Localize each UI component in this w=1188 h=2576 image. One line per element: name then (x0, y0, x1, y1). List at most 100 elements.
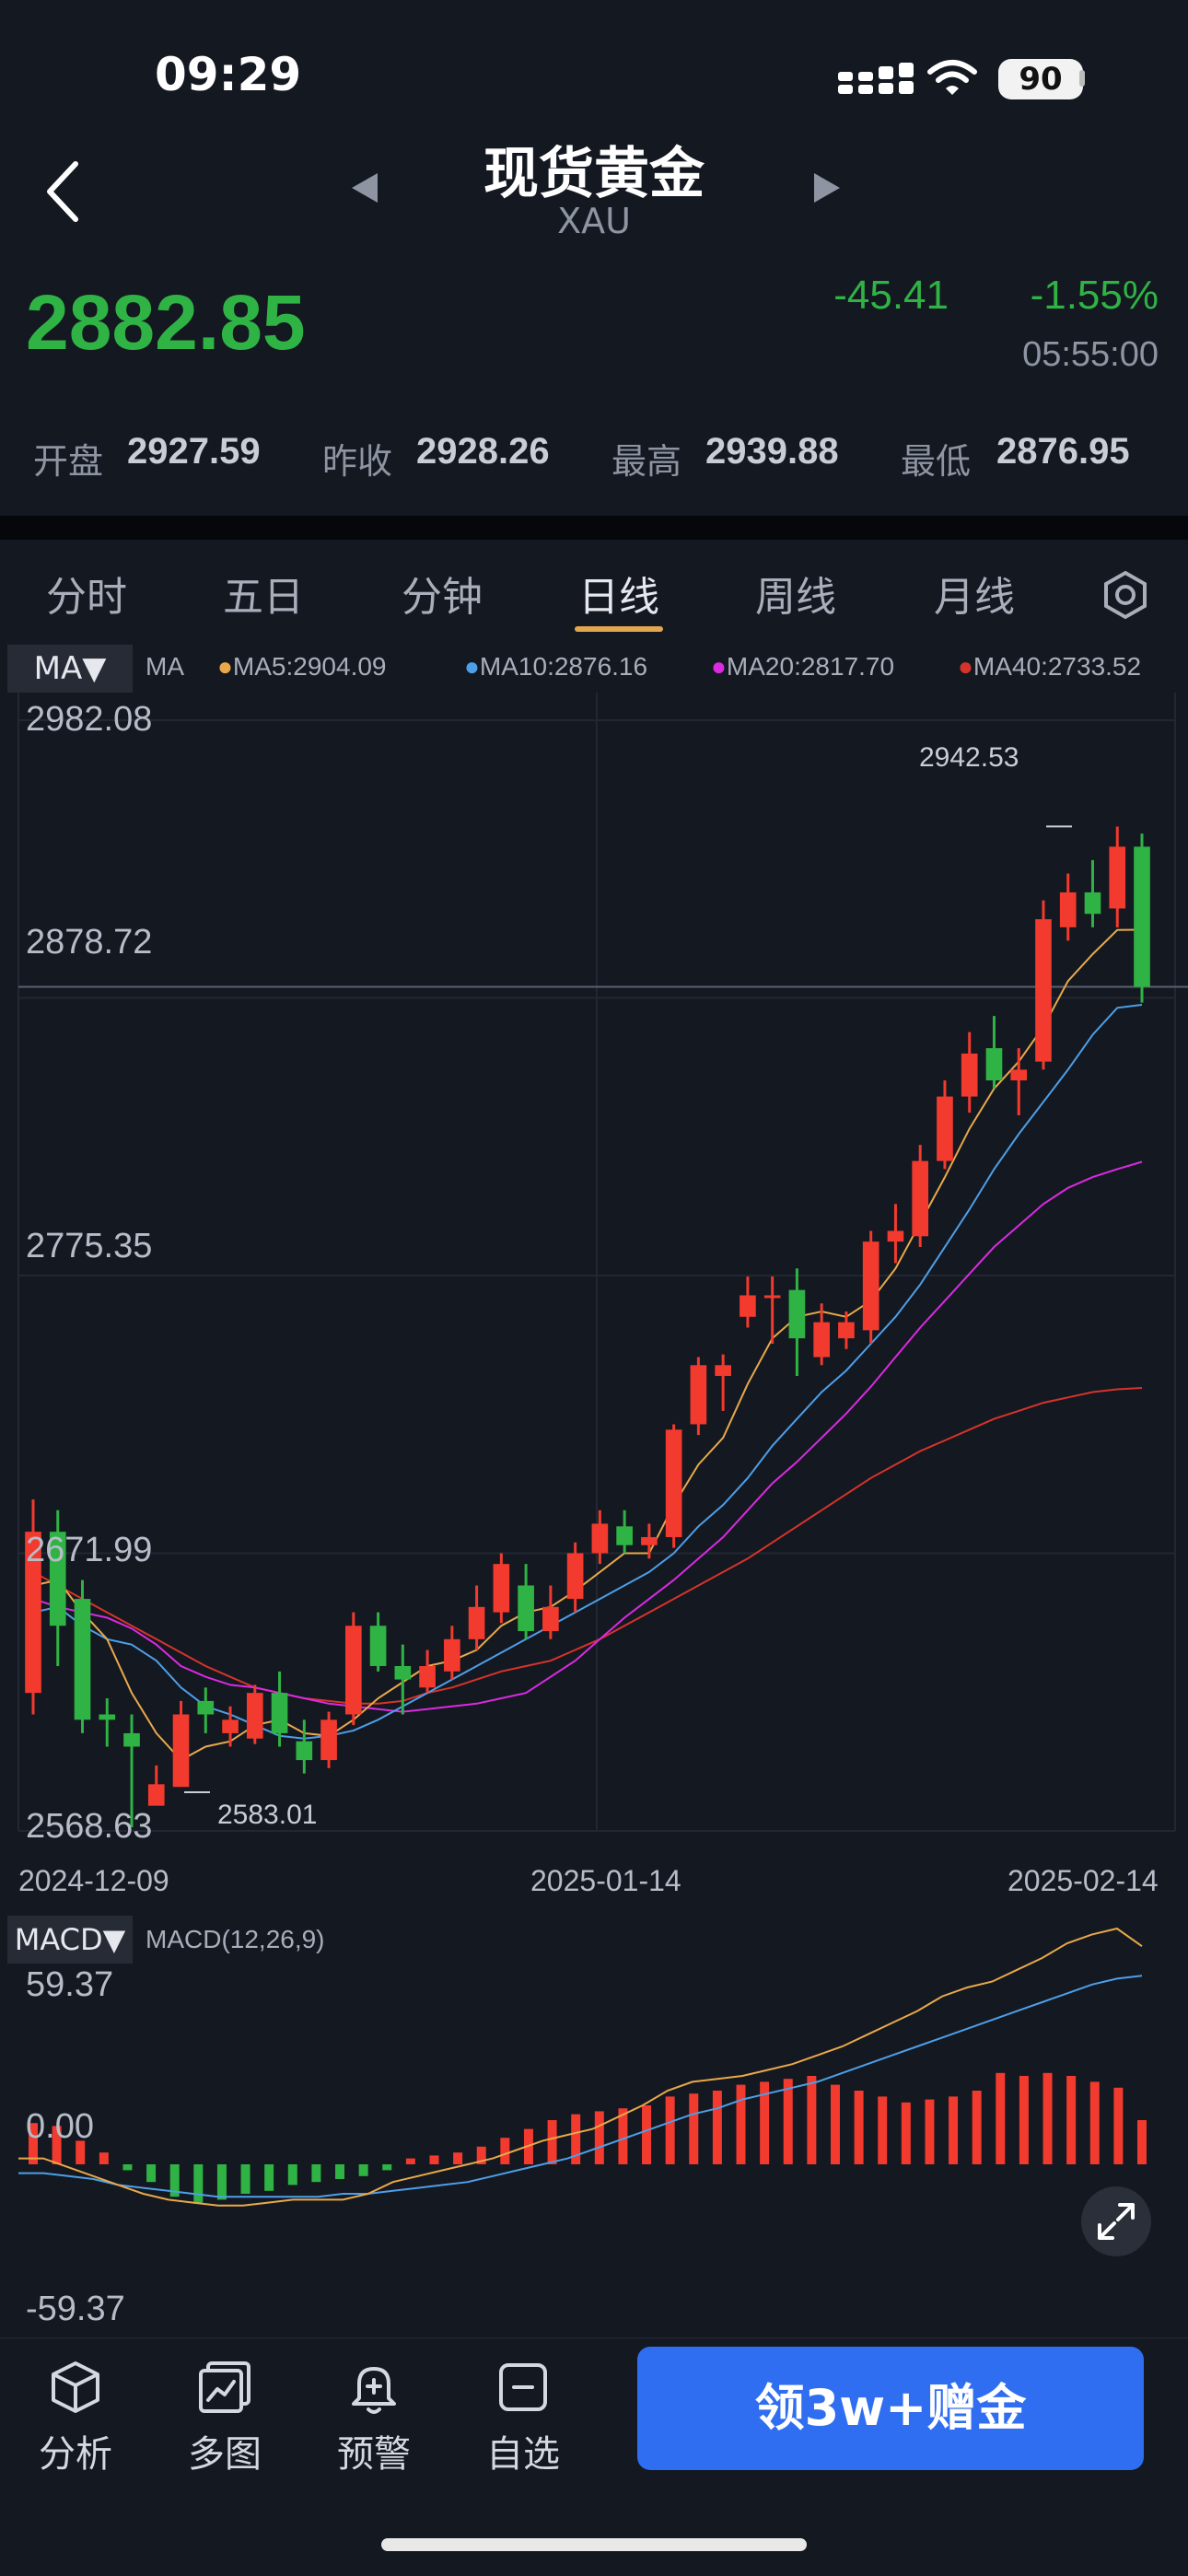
macd-histogram-bar (264, 2164, 274, 2191)
macd-histogram-bar (122, 2164, 133, 2171)
tab-weekly[interactable]: 周线 (755, 574, 836, 621)
expand-icon[interactable] (1081, 2186, 1151, 2256)
candle-body (172, 1714, 190, 1788)
candle-body (320, 1719, 337, 1761)
candle-body (74, 1599, 91, 1720)
macd-histogram-bar (689, 2093, 699, 2164)
ma-indicator-dropdown[interactable]: MA▼ (7, 645, 133, 693)
candle-body (912, 1160, 929, 1237)
macd-histogram-bar (807, 2075, 817, 2164)
macd-histogram-bar (52, 2126, 62, 2164)
candle-body (394, 1665, 412, 1680)
candle-body (1035, 919, 1052, 1062)
candle-body (99, 1714, 116, 1720)
battery-nub (1079, 70, 1085, 87)
macd-histogram-bar (878, 2096, 888, 2164)
macd-y-tick-label: 0.00 (26, 2107, 94, 2146)
macd-histogram-bar (996, 2072, 1006, 2164)
tab-five-day[interactable]: 五日 (223, 574, 304, 621)
macd-histogram-bar (830, 2084, 840, 2164)
legend-ma5: ●MA5:2904.09 (217, 652, 387, 681)
ma20-line (32, 1160, 1143, 1713)
next-instrument-icon[interactable] (810, 171, 842, 204)
macd-chart[interactable] (0, 1916, 1188, 2339)
price-change: -45.41 (833, 273, 949, 318)
candle-body (123, 1732, 140, 1747)
bell-icon (352, 2367, 396, 2414)
macd-y-tick-label: -59.37 (26, 2290, 125, 2328)
candle-body (591, 1523, 609, 1554)
macd-histogram-bar (76, 2140, 86, 2164)
section-divider (0, 516, 1188, 540)
macd-indicator-dropdown[interactable]: MACD▼ (7, 1916, 133, 1964)
candle-body (246, 1693, 263, 1739)
y-tick-label: 2671.99 (26, 1531, 153, 1569)
candlestick-chart[interactable] (0, 693, 1188, 1853)
nav-multi-chart-label: 多图 (188, 2433, 262, 2476)
macd-histogram-bar (1042, 2072, 1053, 2164)
cube-icon (52, 2361, 99, 2413)
low-value: 2876.95 (996, 431, 1130, 472)
macd-histogram-bar (1089, 2081, 1100, 2164)
candle-body (369, 1626, 387, 1666)
macd-histogram-bar (712, 2090, 722, 2164)
y-tick-label: 2775.35 (26, 1227, 153, 1265)
candle-body (1010, 1069, 1028, 1081)
candle-body (296, 1741, 313, 1761)
macd-histogram-bar (382, 2164, 392, 2171)
back-icon[interactable] (37, 155, 92, 228)
candle-body (493, 1564, 510, 1613)
macd-label: MACD(12,26,9) (146, 1925, 325, 1953)
x-tick-label: 2025-02-14 (1007, 1864, 1159, 1897)
macd-histogram-bar (571, 2114, 581, 2164)
macd-histogram-bar (783, 2079, 793, 2164)
page-title: 现货黄金 (483, 142, 705, 206)
macd-histogram-bar (240, 2164, 250, 2195)
ma40-line (32, 1387, 1143, 1705)
tab-daily[interactable]: 日线 (578, 574, 659, 621)
candle-body (1084, 892, 1101, 915)
macd-histogram-bar (405, 2158, 415, 2164)
tab-minute[interactable]: 分钟 (402, 574, 483, 621)
candle-body (740, 1295, 756, 1317)
macd-histogram-bar (618, 2108, 628, 2164)
macd-histogram-bar (949, 2096, 959, 2164)
chart-icon (199, 2361, 250, 2413)
nav-multi-chart[interactable]: 多图 (169, 2358, 280, 2477)
nav-alert[interactable]: 预警 (319, 2358, 429, 2477)
macd-histogram-bar (358, 2164, 368, 2176)
tab-timeshare[interactable]: 分时 (46, 574, 127, 621)
bonus-cta-button[interactable]: 领3w+赠金 (637, 2347, 1144, 2470)
candle-body (1134, 846, 1150, 987)
macd-histogram-bar (1066, 2075, 1077, 2164)
status-time: 09:29 (155, 48, 302, 101)
candle-body (961, 1053, 978, 1097)
ma-label: MA (146, 652, 184, 681)
candle-body (271, 1693, 288, 1733)
candle-body (566, 1553, 584, 1600)
nav-watchlist[interactable]: 自选 (468, 2358, 578, 2477)
macd-histogram-bar (311, 2164, 321, 2183)
macd-histogram-bar (854, 2090, 864, 2164)
nav-analysis[interactable]: 分析 (20, 2358, 131, 2477)
candle-body (1109, 846, 1126, 909)
candle-body (763, 1295, 781, 1299)
nav-watchlist-label: 自选 (486, 2433, 560, 2476)
candle-body (49, 1532, 66, 1626)
candle-body (665, 1429, 682, 1537)
candle-body (147, 1784, 165, 1806)
wifi-icon (927, 60, 977, 95)
candle-body (344, 1626, 362, 1715)
macd-histogram-bar (287, 2164, 297, 2186)
settings-icon[interactable] (1098, 567, 1153, 623)
previous-instrument-icon[interactable] (350, 171, 381, 204)
y-tick-label: 2878.72 (26, 923, 153, 962)
macd-histogram-bar (146, 2164, 157, 2183)
minus-box-icon (499, 2363, 547, 2411)
macd-histogram-bar (1137, 2119, 1147, 2164)
active-tab-indicator (575, 626, 663, 632)
macd-histogram-bar (665, 2096, 675, 2164)
macd-dif-line (18, 1927, 1143, 2207)
open-value: 2927.59 (127, 431, 261, 472)
tab-monthly[interactable]: 月线 (934, 574, 1015, 621)
